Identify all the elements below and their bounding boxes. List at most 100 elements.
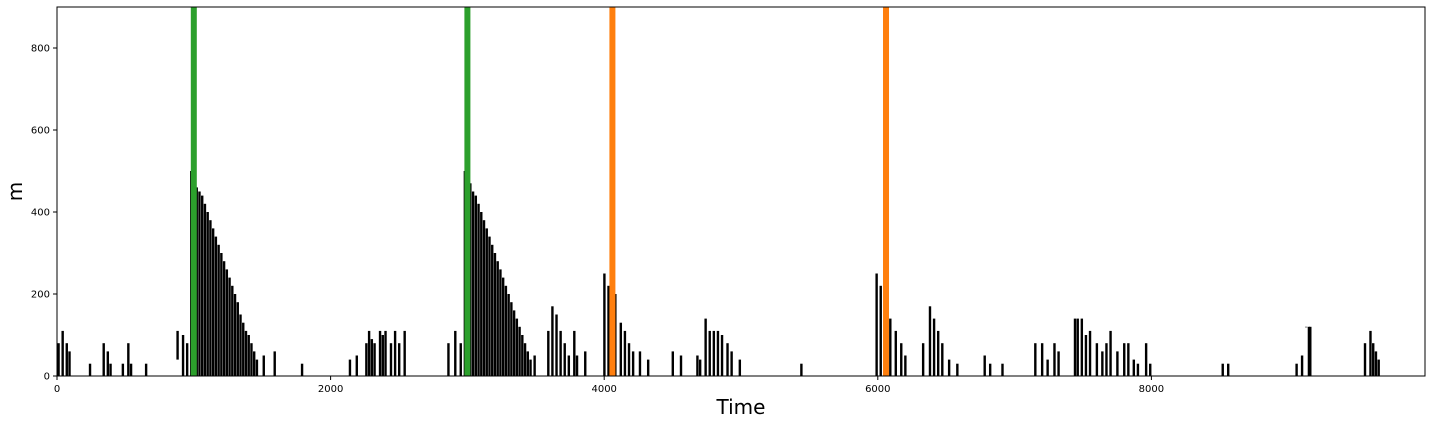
event-mark (231, 285, 234, 376)
event-mark (1149, 363, 1152, 376)
event-mark (1132, 359, 1136, 376)
x-axis-ticks: 0 2000 4000 6000 8000 (54, 376, 1164, 395)
event-mark (236, 302, 239, 376)
event-mark (491, 244, 494, 376)
event-mark (1136, 363, 1140, 376)
vertical-marker-line (883, 7, 890, 376)
event-mark (181, 335, 185, 376)
event-mark (623, 330, 627, 376)
event-mark (738, 359, 742, 376)
event-mark (499, 269, 502, 376)
event-mark (61, 330, 64, 376)
event-mark (573, 330, 576, 376)
event-mark (559, 330, 562, 376)
event-mark (348, 359, 352, 376)
event-mark (941, 343, 944, 376)
event-mark (144, 363, 148, 376)
event-mark (894, 330, 897, 376)
event-mark (875, 273, 878, 376)
event-mark (398, 343, 401, 376)
event-mark (389, 343, 393, 376)
event-mark (1377, 359, 1380, 376)
event-mark (1084, 335, 1088, 376)
event-mark (1363, 343, 1367, 376)
event-mark (679, 355, 683, 376)
event-mark (529, 359, 532, 376)
event-mark (373, 343, 376, 376)
event-mark (459, 343, 462, 376)
event-mark (242, 322, 245, 376)
event-mark (947, 359, 951, 376)
event-mark (1295, 363, 1298, 376)
y-tick-label: 400 (31, 208, 50, 219)
event-mark (252, 351, 256, 376)
event-mark (928, 306, 932, 376)
event-mark (720, 335, 724, 376)
x-tick-label: 4000 (591, 384, 616, 395)
event-mark (515, 318, 519, 376)
event-mark (493, 253, 497, 376)
event-mark (533, 355, 536, 376)
event-mark (1221, 363, 1224, 376)
event-mark (1080, 318, 1084, 376)
y-tick-label: 200 (31, 290, 50, 301)
event-mark (1101, 351, 1104, 376)
x-tick-label: 6000 (865, 384, 890, 395)
event-mark (708, 330, 711, 376)
x-tick-label: 8000 (1139, 384, 1164, 395)
event-mark (220, 253, 223, 376)
vertical-lines (190, 7, 890, 376)
event-mark (393, 330, 397, 376)
y-axis-ticks: 0 200 400 600 800 (31, 44, 57, 383)
event-mark (247, 335, 250, 376)
event-mark (1076, 318, 1079, 376)
event-mark (65, 343, 68, 376)
event-mark (211, 228, 215, 376)
event-mark (936, 330, 940, 376)
y-tick-label: 0 (44, 372, 50, 383)
event-mark (1372, 343, 1375, 376)
event-mark (300, 363, 304, 376)
event-mark (121, 363, 125, 376)
event-mark (551, 306, 554, 376)
event-mark (983, 355, 986, 376)
event-mark (567, 355, 571, 376)
event-mark (355, 355, 358, 376)
event-mark (504, 285, 508, 376)
event-mark (1116, 351, 1119, 376)
event-mark (185, 343, 189, 376)
event-mark (800, 363, 803, 376)
event-mark (956, 363, 959, 376)
event-mark (671, 351, 674, 376)
event-mark (102, 343, 105, 376)
event-mark (584, 351, 587, 376)
event-mark (1053, 343, 1056, 376)
event-mark (206, 212, 209, 376)
plot-frame (56, 6, 1426, 377)
event-mark (106, 351, 110, 376)
event-mark (474, 195, 478, 376)
vertical-marker-line (464, 7, 471, 376)
event-mark (921, 343, 925, 376)
event-mark (1034, 343, 1037, 376)
event-mark (631, 351, 635, 376)
event-mark (496, 261, 499, 376)
event-mark (507, 294, 510, 376)
event-mark (378, 330, 382, 376)
event-mark (547, 330, 550, 376)
event-mark (1123, 343, 1126, 376)
event-mark (900, 343, 903, 376)
event-mark (233, 294, 237, 376)
event-mark (1304, 326, 1308, 328)
event-mark (1040, 343, 1044, 376)
y-axis-label: m (3, 182, 27, 201)
event-mark (454, 330, 457, 376)
vertical-marker-line (190, 7, 197, 376)
event-mark (1144, 343, 1148, 376)
event-mark (203, 203, 207, 376)
y-tick-label: 600 (31, 126, 50, 137)
event-mark (1300, 355, 1304, 376)
x-tick-label: 2000 (318, 384, 343, 395)
event-mark (239, 314, 242, 376)
event-mark (716, 330, 720, 376)
